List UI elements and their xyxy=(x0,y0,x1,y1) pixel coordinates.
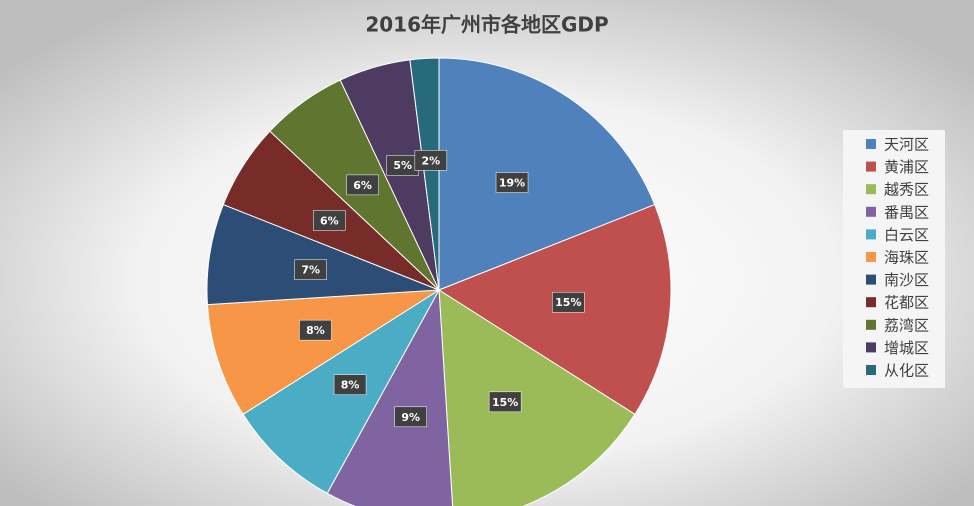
legend-swatch xyxy=(866,252,876,262)
legend-box xyxy=(843,130,945,388)
legend-swatch xyxy=(866,139,876,149)
legend-swatch xyxy=(866,206,876,217)
legend-swatch xyxy=(866,319,876,330)
data-label-box xyxy=(414,150,448,171)
data-label: 15% xyxy=(555,296,581,309)
data-label: 19% xyxy=(499,177,525,190)
pie-slice xyxy=(438,57,656,291)
legend-label: 天河区 xyxy=(884,136,929,154)
legend-label: 番禺区 xyxy=(884,203,929,221)
data-label-box xyxy=(488,391,522,413)
data-label: 6% xyxy=(353,179,372,192)
data-label-box xyxy=(294,259,327,280)
legend-label: 黄浦区 xyxy=(884,158,929,176)
data-label: 5% xyxy=(393,159,412,172)
legend-swatch xyxy=(866,365,876,375)
legend-swatch xyxy=(866,342,876,353)
pie-slice xyxy=(409,57,440,291)
pie-slice xyxy=(206,203,440,306)
legend-label: 增城区 xyxy=(884,339,929,357)
data-label: 8% xyxy=(306,324,325,337)
legend-label: 花都区 xyxy=(884,294,929,312)
chart-title: 2016年广州市各地区GDP xyxy=(365,13,608,37)
pie-slice xyxy=(206,289,440,416)
data-label-box xyxy=(313,210,346,231)
data-label-box xyxy=(552,291,585,313)
data-label-box xyxy=(346,174,379,196)
legend-label: 南沙区 xyxy=(884,271,929,289)
legend-label: 从化区 xyxy=(884,362,929,380)
data-label: 15% xyxy=(492,396,518,409)
data-label-box xyxy=(394,406,427,428)
data-label-box xyxy=(299,319,332,341)
legend-label: 荔湾区 xyxy=(884,316,929,334)
pie-slice xyxy=(438,289,636,506)
data-label-box xyxy=(333,374,367,395)
legend-swatch xyxy=(866,229,876,240)
legend-swatch xyxy=(866,297,876,308)
data-label: 2% xyxy=(421,154,440,167)
legend-swatch xyxy=(866,184,876,195)
legend-label: 海珠区 xyxy=(884,249,929,267)
legend-swatch xyxy=(866,274,876,285)
data-label: 9% xyxy=(401,411,420,424)
data-label: 6% xyxy=(320,214,339,227)
legend-label: 越秀区 xyxy=(884,181,929,199)
data-label-box xyxy=(495,172,529,193)
pie-slice xyxy=(326,288,454,506)
data-label: 7% xyxy=(301,264,320,277)
legend-swatch xyxy=(866,161,876,172)
legend-label: 白云区 xyxy=(884,226,929,244)
data-label: 8% xyxy=(341,379,360,392)
